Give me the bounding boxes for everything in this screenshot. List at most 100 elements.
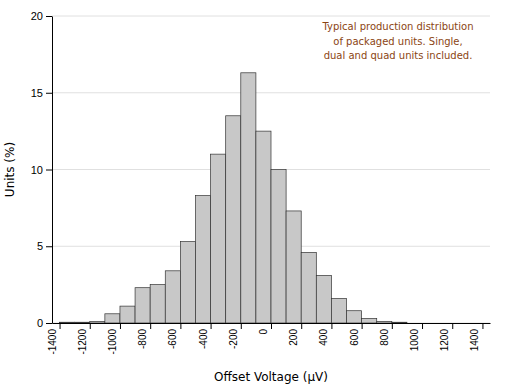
x-axis: -1400 -1200 -1000 -800 -600 -400 -200 0 200 400 60… [47, 323, 491, 355]
y-axis-title: Units (%) [3, 142, 17, 197]
bars [60, 73, 407, 323]
x-tick-label: 1400 [469, 329, 480, 352]
bar [286, 211, 301, 323]
x-tick: -600 [167, 323, 181, 349]
y-tick-label: 0 [37, 317, 43, 329]
x-tick-mark [271, 323, 272, 329]
bar [241, 73, 256, 323]
x-tick-mark [241, 323, 242, 329]
x-tick-mark [180, 323, 181, 329]
grid [52, 16, 490, 323]
x-tick-mark [150, 323, 151, 329]
x-tick-label: -800 [137, 329, 148, 349]
bar [180, 242, 195, 323]
x-tick-mark [452, 323, 453, 329]
y-tick: 15 [31, 87, 52, 99]
x-tick-mark [120, 323, 121, 329]
x-tick: 400 [318, 323, 332, 346]
x-tick-label: -1400 [47, 329, 58, 355]
bar [316, 275, 331, 323]
x-tick: 1400 [469, 323, 483, 351]
x-tick: -1400 [47, 323, 61, 355]
bar [120, 306, 135, 323]
y-tick-mark [46, 323, 52, 324]
x-tick-label: 400 [318, 329, 329, 346]
x-tick-label: 800 [379, 329, 390, 346]
y-tick-mark [46, 16, 52, 17]
bar [256, 131, 271, 323]
x-tick-label: -400 [198, 329, 209, 349]
x-tick-label: 1200 [439, 329, 450, 352]
bar [452, 323, 467, 324]
y-tick-label: 15 [31, 87, 43, 99]
bar [135, 288, 150, 323]
bar [437, 323, 452, 324]
bar [271, 170, 286, 324]
y-tick-mark [46, 246, 52, 247]
x-tick: -800 [137, 323, 151, 349]
bar [362, 318, 377, 323]
x-tick: -200 [228, 323, 242, 349]
y-tick-label: 20 [31, 10, 43, 22]
bar [301, 252, 316, 323]
y-tick-mark [46, 170, 52, 171]
bar [467, 323, 482, 324]
bar [226, 116, 241, 323]
y-tick: 5 [37, 240, 52, 252]
bar [331, 298, 346, 323]
bar [165, 271, 180, 323]
x-tick: 0 [258, 323, 272, 335]
x-tick-label: 600 [349, 329, 360, 346]
y-tick-mark [46, 93, 52, 94]
y-tick: 20 [31, 10, 52, 22]
annotation: Typical production distributionof packag… [321, 21, 473, 61]
x-tick: -1200 [77, 323, 91, 355]
x-tick-label: 200 [288, 329, 299, 346]
bar [105, 314, 120, 323]
x-tick-label: 0 [258, 329, 269, 335]
x-tick: 600 [349, 323, 363, 346]
x-tick-mark [90, 323, 91, 329]
y-axis-line [52, 17, 53, 324]
x-tick: -400 [198, 323, 212, 349]
plot: -1400-1200-1000-800-600-400-200020040060… [3, 10, 491, 384]
bar [150, 285, 165, 323]
x-tick-mark [60, 323, 61, 329]
bar [211, 154, 226, 323]
y-axis: 0 5 10 15 20 [31, 10, 53, 329]
grid-line [52, 16, 490, 17]
x-axis-title: Offset Voltage (μV) [214, 370, 328, 384]
x-tick-mark [211, 323, 212, 329]
x-tick-mark [301, 323, 302, 329]
x-tick-mark [482, 323, 483, 329]
x-tick-mark [422, 323, 423, 329]
x-tick-label: -1000 [107, 329, 118, 355]
grid-line [52, 92, 490, 93]
bar [195, 196, 210, 323]
x-tick: 1000 [409, 323, 423, 351]
bar [75, 322, 90, 323]
x-tick-label: 1000 [409, 329, 420, 352]
chart: -1400-1200-1000-800-600-400-200020040060… [0, 0, 508, 389]
x-tick-label: -1200 [77, 329, 88, 355]
y-tick-label: 5 [37, 240, 43, 252]
x-tick-label: -200 [228, 329, 239, 349]
bar [422, 323, 437, 324]
bar [347, 311, 362, 323]
y-tick-label: 10 [31, 164, 43, 176]
x-tick-mark [392, 323, 393, 329]
x-tick: -1000 [107, 323, 121, 355]
bar [90, 321, 105, 323]
y-tick: 0 [37, 317, 52, 329]
x-tick-mark [331, 323, 332, 329]
x-tick-label: -600 [167, 329, 178, 349]
x-tick-mark [362, 323, 363, 329]
y-tick: 10 [31, 164, 52, 176]
x-tick: 200 [288, 323, 302, 346]
bar [377, 321, 392, 323]
x-tick: 1200 [439, 323, 453, 351]
bar [392, 322, 407, 323]
bar [60, 322, 75, 323]
bar [407, 323, 422, 324]
x-tick: 800 [379, 323, 393, 346]
